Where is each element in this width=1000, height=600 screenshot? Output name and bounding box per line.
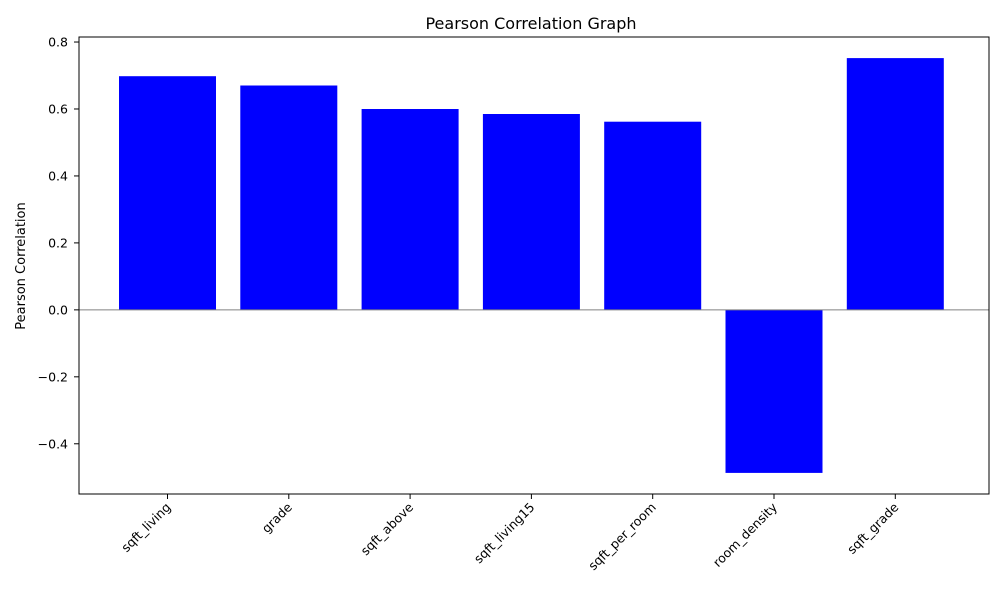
- y-tick-label: −0.2: [38, 369, 68, 384]
- y-tick-label: 0.6: [48, 101, 68, 116]
- bar-sqft_living15: [482, 114, 580, 310]
- bar-sqft_per_room: [604, 121, 702, 310]
- y-tick-label: −0.4: [38, 436, 68, 451]
- chart-title: Pearson Correlation Graph: [425, 14, 636, 33]
- x-tick-label: sqft_living: [118, 500, 173, 555]
- y-axis-label: Pearson Correlation: [14, 202, 29, 329]
- bar-sqft_grade: [846, 58, 944, 310]
- x-tick-label: sqft_per_room: [585, 500, 659, 574]
- y-ticks: −0.4 −0.2 0.0 0.2 0.4 0.6 0.8: [38, 35, 79, 451]
- x-tick-label: sqft_grade: [844, 499, 902, 557]
- bars-group: [119, 58, 944, 473]
- y-tick-label: 0.8: [48, 35, 68, 50]
- x-tick-label: sqft_above: [357, 499, 416, 558]
- x-ticks: sqft_living grade sqft_above sqft_living15 s…: [118, 494, 902, 574]
- x-tick-label: sqft_living15: [471, 500, 538, 567]
- bar-sqft_above: [361, 109, 459, 310]
- y-tick-label: 0.2: [48, 235, 68, 250]
- y-tick-label: 0.4: [48, 168, 68, 183]
- x-tick-label: grade: [259, 499, 296, 536]
- plot-frame: [78, 36, 990, 495]
- bar-grade: [240, 85, 338, 310]
- bar-sqft_living: [119, 76, 216, 310]
- y-tick-label: 0.0: [48, 302, 68, 317]
- bar-room_density: [725, 309, 823, 473]
- x-tick-label: room_density: [710, 499, 781, 570]
